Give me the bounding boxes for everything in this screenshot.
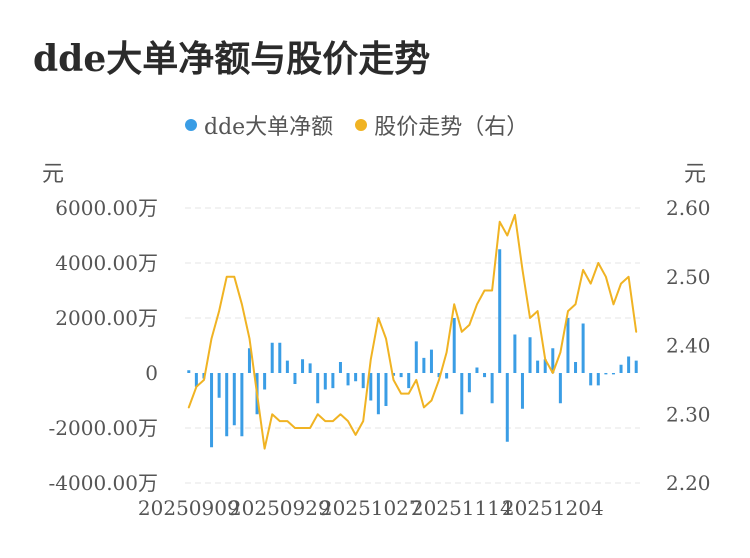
dde-bar (520, 373, 524, 409)
axis-labels: 6000.00万 4000.00万 2000.00万 0 -2000.00万 -4000.… (49, 196, 711, 520)
dde-bar (498, 249, 502, 373)
dde-bar (240, 373, 244, 437)
dde-bar (187, 370, 191, 373)
dde-bar (566, 318, 570, 373)
dde-bar (574, 362, 578, 373)
legend-dot-dde (185, 119, 197, 131)
dde-bar (217, 373, 221, 398)
dde-bar (384, 373, 388, 406)
dde-bar (293, 373, 297, 384)
left-tick-label: -4000.00万 (49, 471, 158, 495)
dde-bar (399, 373, 403, 378)
dde-bar (429, 349, 433, 373)
dde-bar (611, 373, 615, 375)
right-tick-label: 2.50 (666, 265, 711, 289)
dde-bars (187, 249, 638, 448)
dde-bar (247, 348, 251, 373)
chart-title: dde大单净额与股价走势 (33, 38, 431, 80)
dde-bar (278, 342, 282, 373)
dde-bar (361, 373, 365, 389)
right-tick-label: 2.40 (666, 334, 711, 358)
legend-label-dde: dde大单净额 (204, 115, 334, 140)
price-line (187, 213, 638, 450)
left-tick-label: 4000.00万 (55, 251, 158, 275)
dde-bar (323, 373, 327, 390)
price-line-layer (187, 213, 638, 450)
left-tick-label: 2000.00万 (55, 306, 158, 330)
dde-bar (475, 367, 479, 373)
dde-bar (596, 373, 600, 386)
legend: dde大单净额 股价走势（右） (185, 110, 550, 140)
dde-bar (263, 373, 267, 390)
dde-bar (536, 360, 540, 373)
legend-label-price: 股价走势（右） (374, 115, 529, 140)
dde-bar (338, 362, 342, 373)
legend-item-dde[interactable]: dde大单净额 (185, 109, 333, 141)
x-tick-label: 20251114 (411, 496, 513, 520)
dde-bar (422, 357, 426, 373)
x-tick-label: 20251027 (320, 496, 422, 520)
dde-bar (513, 334, 517, 373)
dde-bar (581, 323, 585, 373)
left-axis-unit: 元 (42, 162, 65, 187)
dde-bar (316, 373, 320, 404)
dde-bar (627, 356, 631, 373)
right-tick-label: 2.30 (666, 402, 711, 426)
right-axis-unit: 元 (684, 162, 707, 187)
dde-bar (634, 360, 638, 373)
legend-dot-price (355, 119, 368, 131)
dde-bar (376, 373, 380, 415)
dde-bar (543, 359, 547, 373)
left-tick-label: 0 (145, 361, 158, 385)
dde-bar (346, 373, 350, 386)
dde-bar (505, 373, 509, 442)
right-tick-label: 2.60 (666, 196, 711, 220)
dde-bar (558, 373, 562, 404)
x-tick-label: 20251204 (502, 496, 604, 520)
dde-bar (619, 364, 623, 373)
dde-bar (528, 337, 532, 373)
dde-bar (445, 373, 449, 379)
dde-bar (308, 363, 312, 373)
dde-bar (589, 373, 593, 386)
dde-bar (452, 318, 456, 373)
legend-item-price[interactable]: 股价走势（右） (355, 109, 528, 141)
dde-bar (369, 373, 373, 401)
grid-lines (185, 207, 640, 484)
dde-bar (392, 373, 396, 376)
dde-bar (194, 373, 198, 387)
x-tick-label: 20250909 (138, 496, 240, 520)
right-tick-label: 2.20 (666, 471, 711, 495)
dde-bar (467, 373, 471, 393)
dde-bar (210, 373, 214, 448)
left-tick-label: -2000.00万 (49, 416, 158, 440)
x-tick-label: 20250929 (229, 496, 331, 520)
dde-bar (232, 373, 236, 426)
dde-bar (301, 359, 305, 373)
dde-bar (414, 341, 418, 373)
dde-bar (270, 342, 274, 373)
dde-bar (285, 360, 289, 373)
dde-bar (460, 373, 464, 415)
dde-bar (331, 373, 335, 389)
dde-bar (604, 373, 608, 375)
dde-bar (483, 373, 487, 378)
dde-bar (490, 373, 494, 404)
dde-bar (437, 373, 441, 378)
dde-bar (407, 373, 411, 389)
left-tick-label: 6000.00万 (55, 196, 158, 220)
dde-bar (225, 373, 229, 437)
dde-bar (551, 348, 555, 373)
dde-bar (354, 373, 358, 382)
